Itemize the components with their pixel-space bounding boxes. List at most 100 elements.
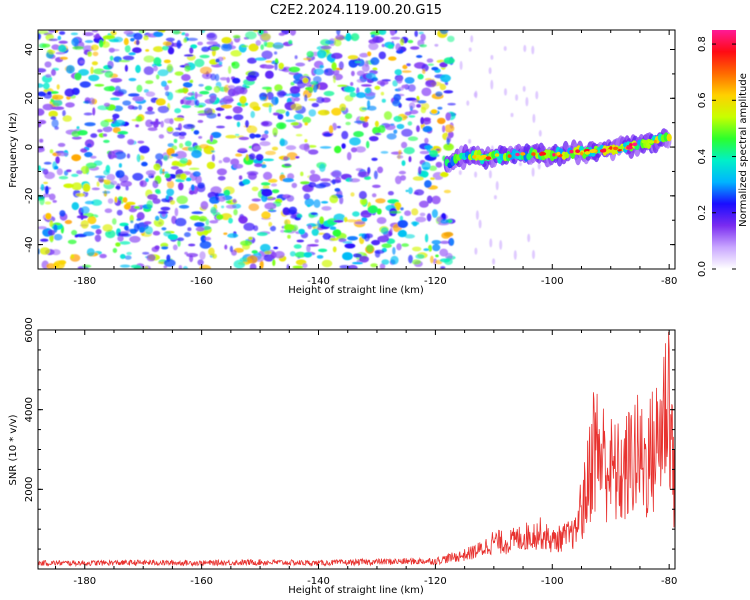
noise-speckle bbox=[102, 133, 108, 137]
noise-speckle bbox=[495, 181, 499, 191]
noise-speckle bbox=[407, 121, 413, 126]
noise-speckle bbox=[440, 266, 446, 269]
noise-speckle bbox=[303, 143, 310, 152]
noise-speckle bbox=[260, 182, 271, 186]
noise-speckle bbox=[354, 221, 366, 225]
noise-speckle bbox=[404, 234, 416, 239]
noise-speckle bbox=[102, 126, 113, 133]
noise-speckle bbox=[302, 116, 312, 124]
noise-speckle bbox=[378, 51, 386, 60]
noise-speckle bbox=[76, 126, 80, 130]
noise-speckle bbox=[178, 131, 187, 137]
noise-speckle bbox=[71, 130, 81, 137]
noise-speckle bbox=[231, 62, 236, 66]
noise-speckle bbox=[396, 155, 404, 159]
noise-speckle bbox=[128, 93, 140, 97]
noise-speckle bbox=[261, 86, 272, 90]
noise-speckle bbox=[291, 182, 298, 189]
noise-speckle bbox=[215, 192, 220, 201]
noise-speckle bbox=[228, 217, 233, 224]
noise-speckle bbox=[414, 189, 425, 196]
noise-speckle bbox=[513, 250, 517, 260]
noise-speckle bbox=[198, 104, 204, 108]
x-tick-label: -160 bbox=[190, 576, 213, 587]
noise-speckle bbox=[333, 75, 336, 84]
noise-speckle bbox=[408, 102, 416, 109]
noise-speckle bbox=[503, 46, 507, 51]
noise-speckle bbox=[103, 86, 116, 92]
noise-speckle bbox=[146, 254, 156, 262]
noise-speckle bbox=[45, 185, 49, 195]
noise-speckle bbox=[422, 125, 433, 133]
noise-speckle bbox=[236, 121, 241, 128]
noise-speckle bbox=[216, 168, 227, 176]
noise-speckle bbox=[349, 92, 357, 98]
noise-speckle bbox=[369, 136, 379, 142]
noise-speckle bbox=[352, 261, 363, 265]
noise-speckle bbox=[443, 143, 454, 151]
noise-speckle bbox=[412, 246, 422, 252]
noise-speckle bbox=[49, 149, 54, 154]
noise-speckle bbox=[48, 49, 56, 55]
noise-speckle bbox=[294, 97, 300, 102]
signal-peak bbox=[494, 153, 500, 157]
colorbar-ticks: 0.0 0.2 0.4 0.6 0.8 bbox=[697, 36, 736, 277]
noise-speckle bbox=[398, 150, 402, 155]
noise-speckle bbox=[165, 91, 170, 97]
noise-speckle bbox=[48, 38, 59, 42]
noise-speckle bbox=[45, 74, 52, 78]
noise-speckle bbox=[400, 207, 404, 211]
noise-speckle bbox=[82, 264, 92, 268]
noise-speckle bbox=[401, 70, 412, 73]
noise-speckle bbox=[136, 84, 143, 93]
noise-speckle bbox=[345, 113, 353, 120]
noise-speckle bbox=[181, 74, 191, 81]
noise-speckle bbox=[195, 226, 205, 232]
noise-speckle bbox=[439, 240, 450, 244]
spectrogram-frame bbox=[37, 29, 676, 270]
noise-speckle bbox=[62, 110, 66, 117]
noise-speckle bbox=[136, 154, 141, 163]
noise-speckle bbox=[55, 51, 66, 55]
noise-speckle bbox=[427, 63, 434, 66]
snr-panel: -180 -160 -140 -120 -100 -80 2000 4000 6000 Heig… bbox=[8, 317, 677, 596]
noise-speckle bbox=[227, 233, 239, 238]
noise-speckle bbox=[132, 172, 144, 181]
noise-speckle bbox=[51, 44, 60, 50]
spectrogram-y-axis-label: Frequency (Hz) bbox=[8, 112, 19, 188]
noise-speckle bbox=[103, 169, 110, 176]
noise-speckle bbox=[74, 72, 82, 81]
noise-speckle bbox=[374, 249, 385, 254]
noise-speckle bbox=[70, 254, 75, 259]
noise-speckle bbox=[260, 33, 271, 41]
noise-speckle bbox=[218, 61, 223, 66]
noise-speckle bbox=[259, 141, 271, 147]
noise-speckle bbox=[493, 195, 497, 200]
colorbar-tick-label: 0.0 bbox=[697, 261, 708, 277]
noise-speckle bbox=[221, 37, 232, 44]
signal-peak bbox=[606, 149, 612, 153]
noise-speckle bbox=[198, 136, 203, 139]
noise-speckle bbox=[183, 54, 194, 57]
noise-speckle bbox=[38, 108, 45, 116]
noise-speckle bbox=[359, 116, 365, 121]
noise-speckle bbox=[339, 265, 351, 269]
noise-speckle bbox=[449, 238, 455, 246]
noise-speckle bbox=[329, 194, 339, 204]
signal-peak bbox=[515, 152, 520, 157]
noise-speckle bbox=[179, 157, 189, 164]
noise-speckle bbox=[138, 145, 150, 154]
noise-speckle bbox=[393, 115, 403, 122]
noise-speckle bbox=[99, 39, 104, 48]
noise-speckle bbox=[218, 160, 223, 164]
signal-peak bbox=[556, 151, 561, 156]
noise-speckle bbox=[267, 178, 278, 183]
noise-speckle bbox=[140, 180, 144, 186]
noise-speckle bbox=[96, 181, 100, 187]
x-tick-label: -80 bbox=[661, 276, 677, 287]
noise-speckle bbox=[166, 180, 175, 189]
noise-speckle bbox=[346, 219, 357, 223]
noise-speckle bbox=[43, 181, 48, 185]
noise-speckle bbox=[127, 139, 135, 145]
